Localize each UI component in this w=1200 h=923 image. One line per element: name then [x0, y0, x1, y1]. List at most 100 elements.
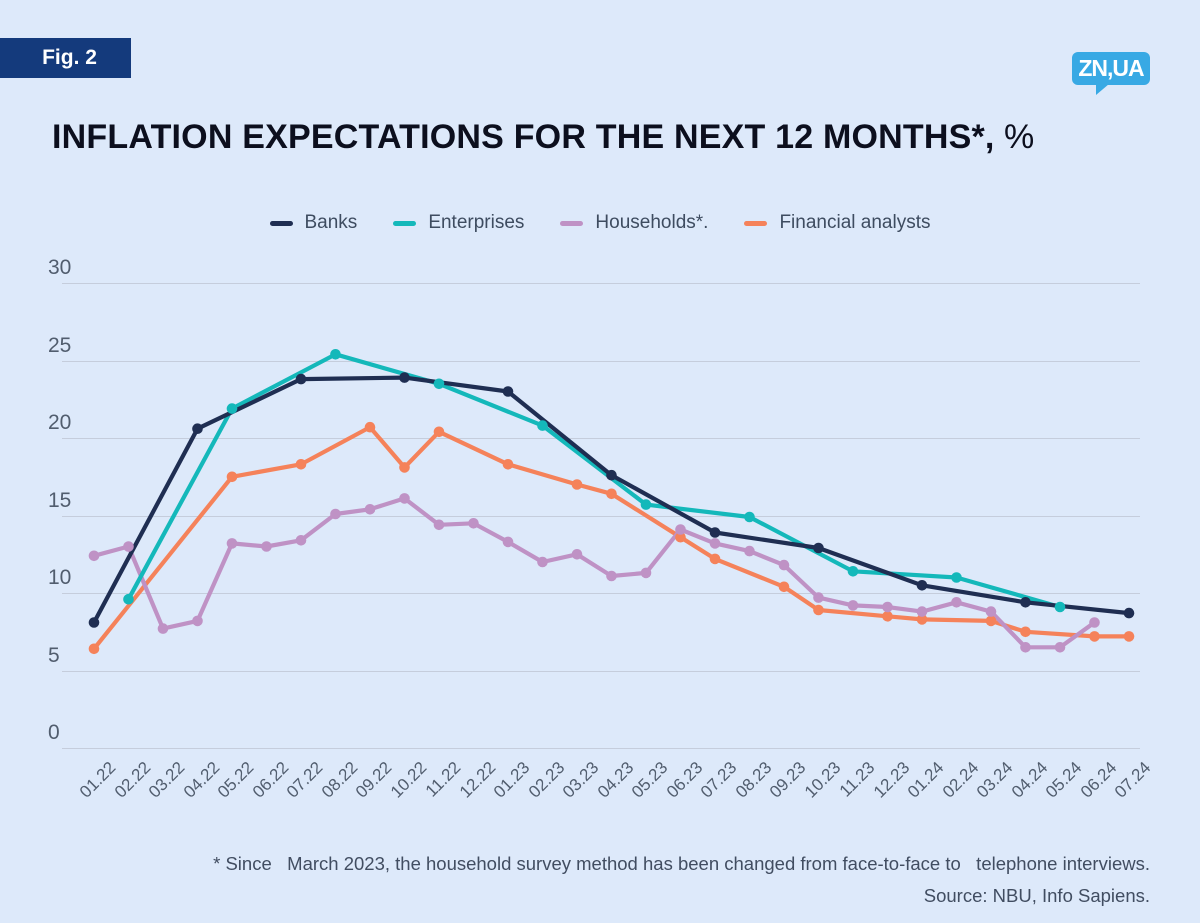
data-point-households — [985, 606, 997, 617]
gridline-25 — [62, 360, 1140, 362]
gridline-10 — [62, 593, 1140, 594]
data-point-households — [675, 524, 686, 535]
data-point-enterprises — [433, 378, 445, 390]
data-point-households — [364, 504, 376, 515]
gridline-20 — [62, 438, 1140, 439]
y-tick-label-30: 30 — [48, 256, 72, 279]
legend-dash-icon — [744, 220, 768, 226]
data-point-households — [88, 550, 100, 562]
legend-dash-icon — [393, 220, 417, 226]
y-tick-label-5: 5 — [48, 643, 60, 667]
data-point-financial-analysts — [916, 614, 928, 625]
data-point-financial-analysts — [709, 553, 721, 565]
chart-title-unit: % — [994, 118, 1035, 156]
data-point-households — [571, 549, 583, 560]
data-point-financial-analysts — [502, 459, 514, 470]
series-line-banks — [91, 375, 1132, 625]
data-point-financial-analysts — [675, 531, 686, 543]
data-point-households — [606, 570, 617, 582]
data-point-enterprises — [1054, 601, 1066, 613]
data-point-households — [123, 541, 134, 552]
data-point-banks — [709, 527, 721, 538]
data-point-financial-analysts — [606, 488, 617, 500]
legend-item-households: Households*. — [560, 212, 708, 234]
series-line-households — [91, 496, 1097, 650]
data-point-households — [537, 556, 548, 568]
legend-item-enterprises: Enterprises — [393, 212, 524, 234]
data-point-financial-analysts — [813, 604, 824, 616]
y-tick-label-15: 15 — [48, 488, 72, 512]
data-point-banks — [88, 617, 100, 628]
data-point-households — [157, 623, 169, 634]
data-point-banks — [606, 469, 617, 481]
chart-title: INFLATION EXPECTATIONS FOR THE NEXT 12 M… — [52, 118, 1034, 157]
legend-label: Enterprises — [428, 212, 525, 233]
data-point-households — [847, 600, 859, 611]
data-point-enterprises — [951, 572, 962, 583]
chart-legend: Banks Enterprises Households*. Financial an… — [0, 212, 1200, 234]
data-point-households — [468, 518, 479, 529]
gridline-0 — [62, 748, 1140, 749]
data-point-enterprises — [847, 566, 859, 577]
data-point-financial-analysts — [985, 615, 997, 627]
chart-title-main: INFLATION EXPECTATIONS FOR THE NEXT 12 M… — [52, 118, 995, 156]
data-point-financial-analysts — [399, 462, 410, 473]
data-point-households — [882, 601, 893, 613]
data-point-financial-analysts — [1123, 631, 1135, 642]
gridline-5 — [62, 670, 1140, 672]
data-point-financial-analysts — [882, 611, 893, 622]
legend-item-banks: Banks — [269, 212, 358, 234]
data-point-households — [916, 606, 928, 617]
data-point-enterprises — [226, 403, 238, 414]
data-point-banks — [1020, 597, 1031, 608]
data-point-banks — [192, 423, 203, 435]
data-point-enterprises — [537, 420, 548, 431]
gridline-30 — [62, 283, 1140, 284]
data-point-banks — [295, 373, 307, 385]
data-point-financial-analysts — [571, 479, 583, 490]
data-point-financial-analysts — [778, 581, 790, 593]
data-point-households — [502, 536, 514, 548]
data-point-households — [709, 538, 721, 549]
data-point-households — [192, 615, 203, 627]
data-point-financial-analysts — [433, 426, 445, 438]
data-point-financial-analysts — [295, 459, 307, 470]
legend-label: Financial analysts — [779, 212, 931, 233]
data-point-financial-analysts — [1089, 631, 1100, 642]
data-point-households — [1020, 642, 1031, 653]
data-point-enterprises — [744, 511, 755, 523]
data-point-households — [261, 541, 272, 552]
legend-label: Banks — [304, 212, 358, 233]
data-point-households — [951, 597, 962, 608]
legend-item-financial-analysts: Financial analysts — [744, 212, 930, 234]
gridline-15 — [62, 515, 1140, 517]
data-point-households — [744, 545, 755, 557]
data-point-households — [295, 535, 307, 546]
data-point-financial-analysts — [88, 643, 100, 655]
data-point-households — [433, 519, 445, 531]
figure-badge-label: Fig. 2 — [42, 46, 97, 69]
data-point-banks — [916, 580, 928, 591]
data-point-enterprises — [123, 593, 134, 605]
data-point-households — [813, 592, 824, 603]
legend-dash-icon — [269, 220, 293, 226]
data-point-banks — [813, 542, 824, 554]
series-line-financial-analysts — [91, 425, 1132, 651]
data-point-households — [399, 493, 410, 504]
znua-logo: ZN,UA — [1072, 52, 1150, 85]
data-point-households — [1054, 642, 1066, 653]
znua-logo-text: ZN,UA — [1078, 55, 1144, 81]
data-point-households — [226, 538, 238, 549]
data-point-financial-analysts — [364, 421, 376, 433]
y-tick-label-10: 10 — [48, 566, 72, 589]
series-line-enterprises — [126, 352, 1063, 610]
data-point-financial-analysts — [1020, 626, 1031, 638]
y-tick-label-25: 25 — [48, 333, 72, 357]
znua-logo-tail — [1096, 84, 1109, 95]
footnote-method: * Since March 2023, the household survey… — [213, 853, 1150, 874]
legend-label: Households*. — [595, 212, 709, 233]
data-point-households — [330, 508, 341, 520]
y-tick-label-0: 0 — [48, 721, 60, 744]
